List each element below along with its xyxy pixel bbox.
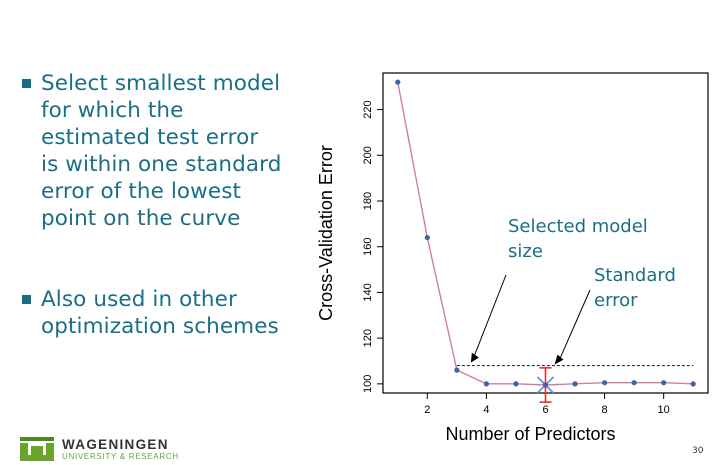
- cv-error-chart: 100 120 140 160 180 200 220 2 4 6 8 10 Number of Pre…: [316, 72, 709, 444]
- y-axis-label: Cross-Validation Error: [316, 145, 336, 321]
- x-tick-label: 6: [542, 404, 548, 416]
- logo-name: WAGENINGEN: [62, 437, 169, 452]
- page-number: 30: [692, 446, 704, 456]
- data-point: [454, 367, 460, 373]
- data-point: [395, 79, 401, 85]
- wur-logo: WAGENINGEN UNIVERSITY & RESEARCH: [20, 436, 240, 462]
- data-point: [661, 380, 667, 386]
- logo-subtitle: UNIVERSITY & RESEARCH: [62, 452, 179, 461]
- data-point: [572, 381, 578, 387]
- y-tick-label: 180: [362, 192, 374, 210]
- bullet-text: Select smallest model for which the esti…: [41, 71, 282, 231]
- bullet-item: Select smallest model for which the esti…: [20, 70, 320, 232]
- x-axis-label: Number of Predictors: [445, 424, 615, 444]
- bullet-text: Also used in other optimization schemes: [41, 287, 279, 339]
- annotation-standard-error: Standard: [594, 265, 676, 286]
- x-tick-label: 4: [483, 404, 489, 416]
- y-tick-label: 200: [362, 146, 374, 164]
- y-tick-label: 120: [362, 329, 374, 347]
- data-point: [690, 381, 696, 387]
- annotation-standard-error: error: [594, 290, 638, 311]
- x-tick-label: 2: [424, 404, 430, 416]
- bullet-square-icon: [22, 79, 31, 88]
- data-point: [483, 381, 490, 387]
- y-tick-label: 100: [362, 375, 374, 393]
- data-point: [513, 381, 519, 387]
- annotation-arrow: [559, 289, 591, 360]
- bullet-list: Select smallest model for which the esti…: [20, 70, 320, 340]
- annotation-arrow: [472, 274, 507, 360]
- annotation-selected-model-size: size: [508, 241, 543, 262]
- x-tick-label: 8: [602, 404, 608, 416]
- data-point: [631, 380, 637, 386]
- y-tick-label: 220: [362, 100, 374, 118]
- data-point: [601, 380, 608, 386]
- wur-logo-icon: [20, 437, 54, 461]
- y-tick-label: 140: [362, 283, 374, 301]
- arrow-head-icon: [554, 354, 564, 365]
- data-point: [542, 382, 549, 388]
- bullet-square-icon: [22, 295, 31, 304]
- x-tick-label: 10: [658, 404, 670, 416]
- data-point: [424, 234, 430, 241]
- arrow-head-icon: [470, 352, 479, 363]
- bullet-item: Also used in other optimization schemes: [20, 286, 320, 340]
- y-tick-label: 160: [362, 238, 374, 256]
- annotation-selected-model-size: Selected model: [508, 216, 648, 237]
